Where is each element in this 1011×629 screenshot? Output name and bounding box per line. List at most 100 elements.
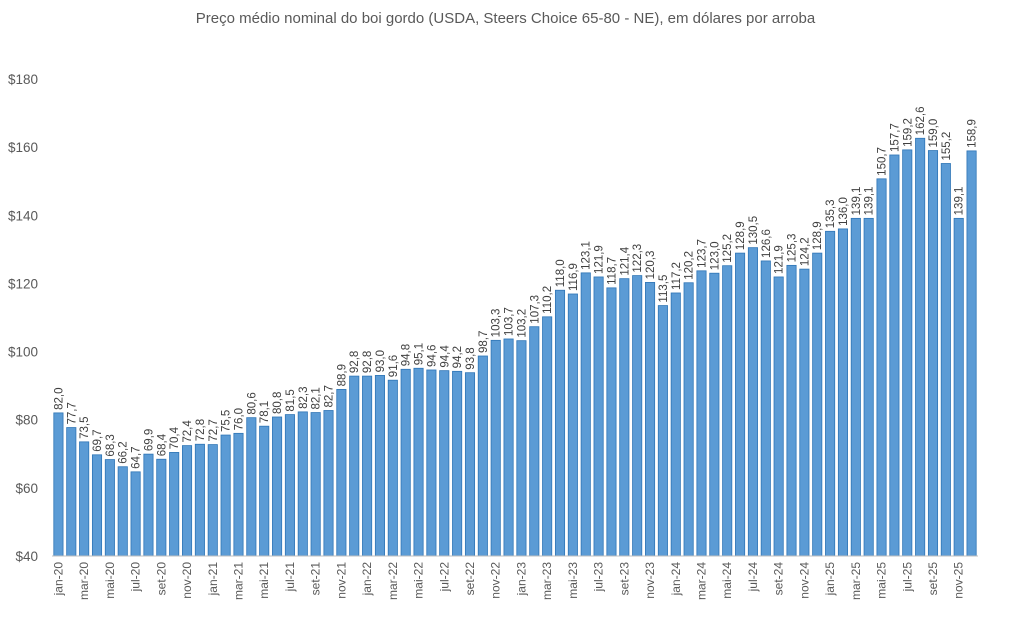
data-label: 98,7 [478, 331, 490, 353]
x-tick-label: jan-22 [360, 562, 374, 597]
bar [477, 355, 488, 557]
x-tick-label: mai-22 [412, 562, 426, 599]
data-label: 107,3 [529, 295, 541, 324]
x-tick-label: jul-25 [900, 562, 914, 593]
bar [362, 375, 373, 557]
data-label: 75,5 [221, 410, 233, 432]
bar [876, 178, 887, 557]
x-tick-label: nov-24 [797, 562, 811, 599]
data-label: 82,1 [311, 387, 323, 409]
bar [104, 459, 115, 557]
bar [79, 441, 90, 557]
data-label: 128,9 [812, 221, 824, 250]
data-label: 155,2 [941, 132, 953, 161]
data-label: 80,6 [246, 392, 258, 414]
data-label: 116,9 [568, 263, 580, 291]
data-label: 95,1 [414, 343, 426, 365]
data-label: 122,3 [632, 244, 644, 273]
x-tick-label: mai-24 [720, 562, 734, 599]
x-tick-label: nov-20 [180, 562, 194, 599]
data-label: 118,0 [555, 259, 567, 287]
bar [567, 293, 578, 557]
bar [606, 287, 617, 557]
bar [683, 282, 694, 557]
bar [619, 278, 630, 557]
bar [207, 444, 218, 557]
x-tick-label: mar-23 [540, 562, 554, 600]
bar [554, 289, 566, 557]
bar [580, 272, 591, 557]
data-label: 136,0 [838, 197, 850, 226]
bar [91, 454, 103, 557]
data-label: 66,2 [118, 441, 130, 463]
bar [915, 137, 926, 557]
bar [786, 264, 797, 557]
x-tick-label: jan-20 [51, 562, 65, 597]
y-tick-label: $80 [15, 413, 38, 428]
x-tick-label: nov-22 [489, 562, 503, 599]
x-tick-label: mai-25 [875, 562, 889, 599]
data-label: 135,3 [825, 200, 837, 229]
bar [722, 265, 733, 557]
x-tick-label: set-20 [154, 562, 168, 596]
data-label: 73,5 [79, 416, 91, 438]
bar [529, 326, 540, 557]
bar [400, 368, 411, 557]
bar [593, 276, 604, 557]
data-label: 126,6 [761, 229, 773, 258]
data-label: 139,1 [954, 187, 966, 216]
data-label: 77,7 [66, 402, 78, 424]
data-label: 69,9 [143, 429, 155, 451]
bar [773, 276, 784, 557]
data-label: 93,8 [465, 347, 477, 369]
bar [387, 379, 398, 557]
bar [452, 370, 463, 557]
data-label: 121,9 [774, 245, 786, 274]
bar [439, 370, 450, 557]
x-axis: jan-20 mar-20 mai-20 jul-20 set-20 nov-20 jan-… [51, 555, 978, 600]
bar [194, 443, 205, 557]
bar [542, 316, 553, 557]
bar [413, 367, 424, 557]
x-tick-label: mai-23 [566, 562, 580, 599]
bar [259, 425, 270, 557]
bar [670, 292, 681, 557]
bar [927, 150, 939, 557]
x-tick-label: jul-21 [283, 562, 297, 593]
chart-title: Preço médio nominal do boi gordo (USDA, … [195, 10, 816, 27]
x-tick-label: set-25 [926, 562, 940, 596]
bar [426, 369, 437, 557]
y-tick-label: $60 [15, 481, 38, 496]
data-label: 113,5 [658, 275, 670, 303]
data-label: 123,7 [696, 239, 708, 268]
data-label: 94,6 [426, 345, 438, 367]
data-label: 72,8 [195, 419, 207, 441]
data-label: 139,1 [864, 187, 876, 216]
bar [799, 268, 810, 557]
bar [516, 340, 527, 557]
bar [490, 339, 501, 557]
bar [863, 217, 874, 557]
x-tick-label: mar-25 [849, 562, 863, 600]
data-label: 125,2 [722, 234, 734, 263]
bar [709, 272, 720, 557]
y-tick-label: $180 [8, 72, 38, 87]
x-tick-label: nov-23 [643, 562, 657, 599]
bar [966, 150, 977, 557]
bar [825, 230, 836, 557]
data-label: 82,3 [298, 386, 310, 408]
data-label: 103,2 [516, 309, 528, 338]
data-label: 92,8 [362, 351, 374, 373]
bar [284, 414, 295, 557]
data-label: 159,2 [902, 118, 914, 147]
y-tick-label: $160 [8, 140, 38, 155]
x-tick-label: set-24 [772, 562, 786, 596]
data-label: 162,6 [915, 106, 927, 135]
bar [760, 260, 771, 557]
bar [66, 427, 77, 557]
x-tick-label: set-22 [463, 562, 477, 596]
bar [464, 372, 476, 557]
data-labels: 82,077,773,569,7 68,3 66,2 64,769,9 68,4 70,4… [53, 106, 978, 468]
y-tick-label: $100 [8, 345, 38, 360]
